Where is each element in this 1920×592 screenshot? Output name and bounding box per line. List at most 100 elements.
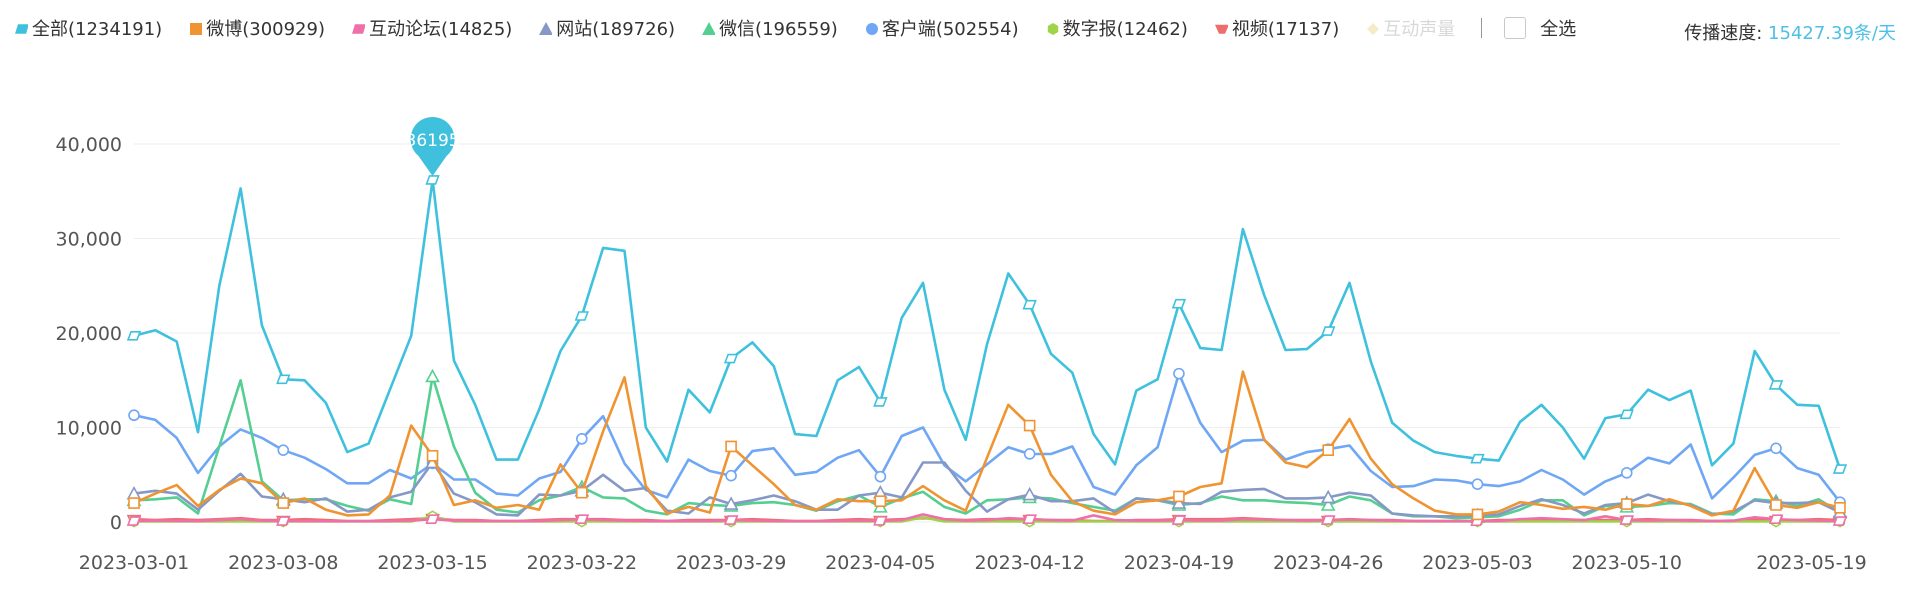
data-point[interactable] [1023, 419, 1036, 432]
legend-item[interactable]: 微博(300929) [188, 15, 325, 41]
legend-items: 全部(1234191) 微博(300929) 互动论坛(14825) 网站(18972… [14, 15, 1481, 41]
x-tick-label: 2023-04-26 [1273, 552, 1383, 574]
x-tick-label: 2023-03-22 [527, 552, 637, 574]
data-point[interactable] [277, 444, 290, 456]
data-point[interactable] [1173, 490, 1185, 503]
series-2 [126, 513, 1848, 527]
y-tick-label: 20,000 [56, 323, 122, 345]
legend-item[interactable]: 视频(17137) [1214, 15, 1339, 41]
data-point[interactable] [723, 496, 739, 510]
data-point[interactable] [426, 450, 439, 462]
data-point[interactable] [126, 331, 142, 341]
legend-marker-icon [1214, 24, 1228, 34]
data-point[interactable] [126, 516, 142, 526]
legend-marker-icon [865, 23, 878, 35]
legend-item[interactable]: 网站(189726) [538, 15, 675, 41]
data-point[interactable] [1171, 298, 1187, 309]
data-point[interactable] [1022, 514, 1037, 524]
data-point[interactable] [1834, 502, 1846, 514]
data-point[interactable] [874, 495, 887, 508]
x-tick-label: 2023-05-03 [1422, 552, 1532, 574]
data-point[interactable] [1321, 326, 1336, 336]
data-point[interactable] [425, 175, 440, 185]
data-point[interactable] [128, 409, 140, 422]
x-tick-label: 2023-03-15 [377, 552, 487, 574]
data-point[interactable] [725, 469, 737, 482]
legend-label: 互动论坛(14825) [368, 19, 513, 40]
data-point[interactable] [574, 514, 589, 524]
data-point[interactable] [576, 486, 588, 499]
series-line [133, 178, 1842, 470]
legend-item[interactable]: 客户端(502554) [864, 15, 1019, 41]
data-point[interactable] [723, 353, 739, 364]
legend-marker-icon [702, 22, 716, 35]
data-point[interactable] [1022, 486, 1037, 501]
data-point[interactable] [1023, 448, 1036, 460]
legend-item[interactable]: 互动论坛(14825) [351, 15, 512, 41]
legend-item[interactable]: 数字报(12462) [1045, 15, 1188, 41]
legend-marker-icon [190, 23, 203, 35]
data-point[interactable] [1620, 498, 1633, 510]
select-all-toggle[interactable]: 全选 [1504, 15, 1576, 41]
data-point[interactable] [128, 497, 140, 509]
y-tick-label: 10,000 [56, 418, 122, 440]
speed-value: 15427.39条/天 [1768, 23, 1896, 44]
legend-item[interactable]: 互动声量 [1365, 15, 1455, 41]
series-line [133, 513, 1841, 523]
legend-item[interactable]: 全部(1234191) [14, 15, 162, 41]
select-all-checkbox[interactable] [1504, 17, 1527, 39]
data-point[interactable] [1173, 367, 1185, 380]
legend-label: 互动声量 [1383, 19, 1456, 40]
data-point[interactable] [277, 497, 290, 509]
legend-label: 数字报(12462) [1062, 19, 1188, 40]
series-0 [126, 175, 1848, 474]
data-point[interactable] [574, 311, 589, 321]
x-tick-label: 2023-03-29 [676, 552, 786, 574]
data-point[interactable] [1321, 515, 1336, 525]
legend-item[interactable]: 微信(196559) [701, 15, 838, 41]
legend-label: 全部(1234191) [32, 19, 163, 40]
legend-divider [1481, 18, 1483, 38]
data-point[interactable] [1620, 467, 1633, 479]
data-point[interactable] [873, 397, 888, 407]
series-line [133, 372, 1842, 503]
data-point[interactable] [1022, 299, 1037, 310]
data-point[interactable] [725, 440, 737, 453]
data-point[interactable] [425, 368, 440, 383]
data-point[interactable] [1320, 497, 1336, 511]
data-point[interactable] [1832, 464, 1848, 474]
legend-marker-icon [1367, 23, 1380, 35]
y-tick-label: 30,000 [56, 229, 122, 251]
data-point[interactable] [873, 516, 888, 526]
data-point[interactable] [1171, 515, 1187, 525]
data-point[interactable] [1320, 489, 1336, 504]
series-line [133, 370, 1841, 517]
data-point[interactable] [1770, 499, 1782, 511]
data-point[interactable] [576, 433, 588, 445]
data-point[interactable] [1768, 514, 1784, 524]
data-point[interactable] [723, 515, 739, 525]
x-tick-label: 2023-03-01 [79, 552, 189, 574]
x-tick-label: 2023-05-19 [1756, 552, 1866, 574]
chart-legend: 全部(1234191) 微博(300929) 互动论坛(14825) 网站(18972… [14, 14, 1576, 42]
data-point[interactable] [1470, 453, 1485, 464]
data-point[interactable] [276, 516, 291, 526]
data-point[interactable] [1322, 444, 1334, 456]
data-point[interactable] [276, 374, 291, 385]
y-tick-label: 40,000 [56, 134, 122, 156]
data-point[interactable] [1619, 409, 1634, 420]
data-point[interactable] [1768, 380, 1784, 390]
legend-marker-icon [539, 22, 553, 35]
x-tick-label: 2023-04-19 [1124, 552, 1234, 574]
data-point[interactable] [874, 470, 887, 483]
legend-label: 微信(196559) [719, 19, 838, 40]
data-point[interactable] [1770, 442, 1782, 455]
data-point[interactable] [1619, 515, 1634, 525]
data-point[interactable] [1471, 478, 1484, 491]
data-point[interactable] [1171, 495, 1187, 509]
legend-marker-icon [351, 24, 365, 34]
data-point[interactable] [425, 514, 440, 524]
data-point[interactable] [1832, 516, 1848, 526]
data-point[interactable] [1471, 508, 1484, 521]
